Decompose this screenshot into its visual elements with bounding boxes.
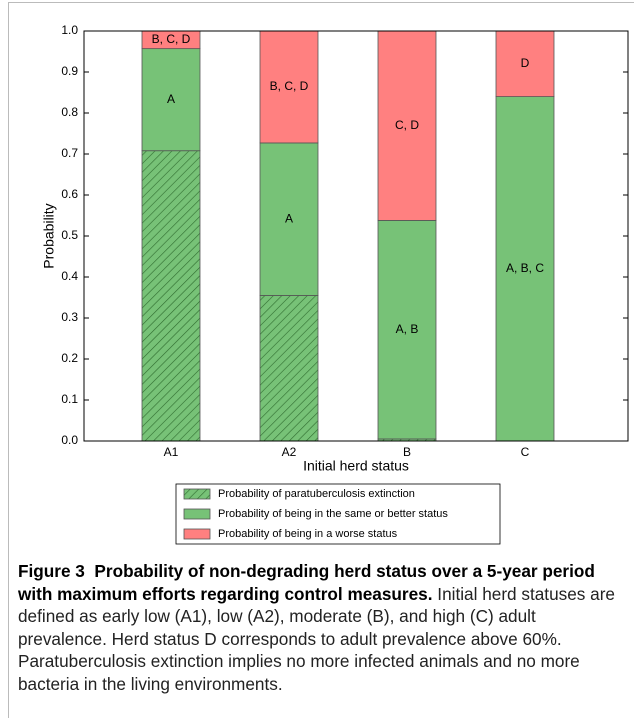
legend-label: Probability of being in the same or bett… xyxy=(218,508,448,520)
legend-label: Probability of paratuberculosis extincti… xyxy=(218,488,415,500)
y-tick-label: 0.4 xyxy=(61,269,78,283)
segment-label: A, B xyxy=(396,322,419,336)
caption-title: Probability of non-degrading herd status… xyxy=(18,561,595,604)
segment-label: D xyxy=(521,56,530,70)
segment-label: B, C, D xyxy=(270,79,309,93)
segment-label: A xyxy=(285,211,293,225)
x-tick-label: A1 xyxy=(164,445,179,459)
legend-swatch xyxy=(183,528,211,540)
segment-label: A xyxy=(167,92,175,106)
segment-label: C, D xyxy=(395,118,419,132)
y-tick-label: 0.9 xyxy=(61,64,78,78)
y-tick-label: 0.1 xyxy=(61,392,78,406)
bar-segment xyxy=(259,30,319,144)
x-tick-label: A2 xyxy=(282,445,297,459)
bar-segment xyxy=(495,30,555,97)
bar-segment xyxy=(377,30,437,221)
segment-label: A, B, C xyxy=(506,261,544,275)
caption: Figure 3 Probability of non-degrading he… xyxy=(18,560,624,696)
y-tick-label: 0.3 xyxy=(61,310,78,324)
bar-segment xyxy=(377,220,437,440)
caption-label: Figure 3 xyxy=(18,561,85,581)
legend-box xyxy=(175,483,501,545)
legend-label: Probability of being in a worse status xyxy=(218,528,398,540)
y-tick-label: 0.5 xyxy=(61,228,78,242)
y-tick-label: 0.0 xyxy=(61,433,78,447)
bar-segment xyxy=(141,48,201,152)
y-tick-label: 0.8 xyxy=(61,105,78,119)
y-tick-label: 0.6 xyxy=(61,187,78,201)
bar-segment xyxy=(259,295,319,442)
bar-segment xyxy=(495,96,555,442)
y-tick-label: 0.7 xyxy=(61,146,78,160)
x-tick-label: C xyxy=(521,445,530,459)
bar-segment xyxy=(141,150,201,442)
frame xyxy=(8,2,634,718)
caption-text: Initial herd statuses are defined as ear… xyxy=(18,583,615,694)
segment-label: B, C, D xyxy=(152,32,191,46)
legend-swatch xyxy=(183,488,211,500)
plot-frame xyxy=(83,30,629,442)
chart: Probability Initial herd status 0.0 0.1 0.… xyxy=(41,23,629,545)
y-tick-label: 0.2 xyxy=(61,351,78,365)
x-tick-label: B xyxy=(403,445,411,459)
y-tick-label: 1.0 xyxy=(61,23,78,37)
legend-swatch xyxy=(183,508,211,520)
x-axis-title: Initial herd status xyxy=(303,458,409,474)
y-axis-title: Probability xyxy=(41,203,57,268)
